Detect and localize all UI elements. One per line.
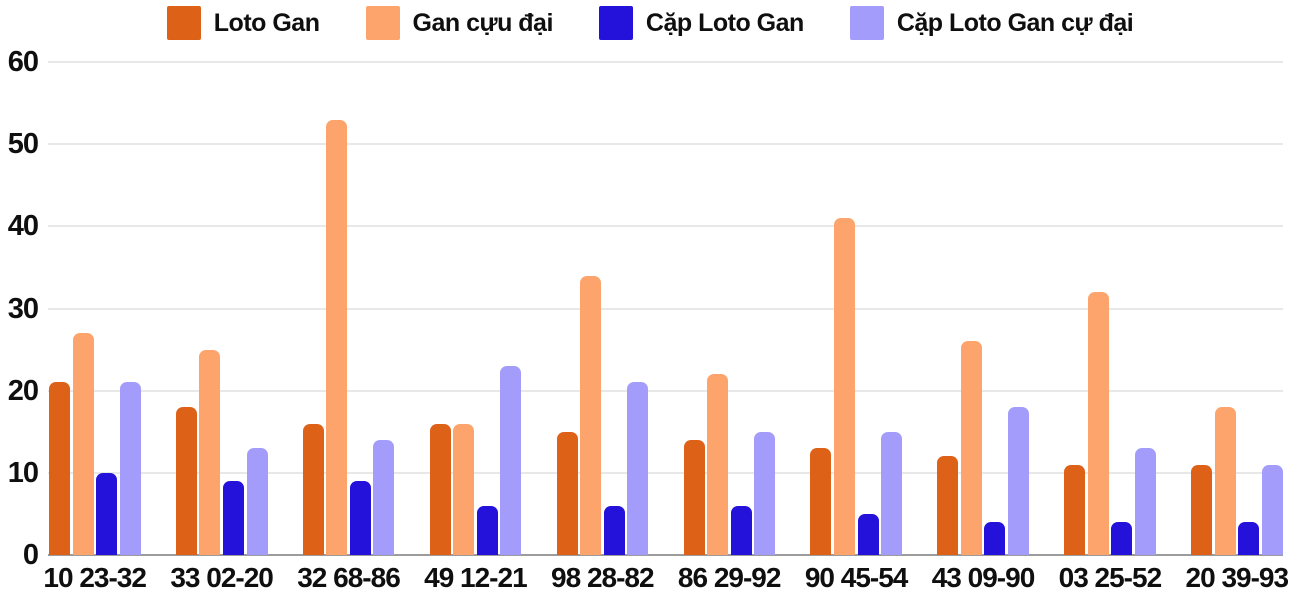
y-axis-tick-label-50: 50	[7, 128, 39, 161]
bar-cap-loto-gan-03-25-52[interactable]	[1111, 522, 1133, 555]
y-axis-tick-label-20: 20	[7, 374, 39, 407]
x-axis-category-label-98-28-82: 98 28-82	[551, 562, 655, 593]
bar-cap-loto-gan-cu-ai-86-29-92[interactable]	[754, 431, 776, 555]
bar-loto-gan-86-29-92[interactable]	[683, 439, 705, 555]
legend-label-cap-loto-gan-cu-ai: Cặp Loto Gan cự đại	[896, 8, 1134, 37]
x-axis-category-label-49-12-21: 49 12-21	[424, 562, 528, 593]
x-axis-category-label-32-68-86: 32 68-86	[297, 562, 401, 593]
gridline-50	[48, 143, 1283, 146]
bar-loto-gan-32-68-86[interactable]	[302, 423, 324, 555]
bar-loto-gan-90-45-54[interactable]	[810, 448, 832, 555]
bar-cap-loto-gan-90-45-54[interactable]	[857, 513, 879, 555]
x-axis-category-label-10-23-32: 10 23-32	[43, 562, 147, 593]
bar-cap-loto-gan-cu-ai-98-28-82[interactable]	[627, 382, 649, 555]
legend-swatch-cap-loto-gan	[598, 6, 633, 40]
x-axis-category-label-20-39-93: 20 39-93	[1185, 562, 1290, 593]
bar-loto-gan-43-09-90[interactable]	[937, 456, 959, 555]
bar-gan-cuu-ai-10-23-32[interactable]	[72, 333, 94, 555]
y-axis-tick-label-40: 40	[7, 210, 39, 243]
chart-legend: Loto Gan Gan cựu đại Cặp Loto Gan Cặp Loto …	[0, 6, 1300, 40]
x-axis-baseline	[48, 554, 1283, 556]
legend-item-loto-gan[interactable]: Loto Gan	[166, 6, 320, 40]
bar-cap-loto-gan-86-29-92[interactable]	[730, 505, 752, 555]
legend-label-cap-loto-gan: Cặp Loto Gan	[645, 8, 804, 37]
bar-cap-loto-gan-cu-ai-03-25-52[interactable]	[1134, 448, 1156, 555]
bar-gan-cuu-ai-03-25-52[interactable]	[1087, 292, 1109, 555]
legend-swatch-cap-loto-gan-cu-ai	[849, 6, 884, 40]
bar-cap-loto-gan-cu-ai-32-68-86[interactable]	[373, 439, 395, 555]
bar-loto-gan-49-12-21[interactable]	[429, 423, 451, 555]
bar-cap-loto-gan-33-02-20[interactable]	[223, 481, 244, 555]
bar-cap-loto-gan-43-09-90[interactable]	[984, 522, 1006, 555]
x-axis-category-label-90-45-54: 90 45-54	[804, 562, 909, 593]
y-axis-tick-label-0: 0	[22, 539, 39, 571]
bar-cap-loto-gan-cu-ai-49-12-21[interactable]	[500, 366, 522, 555]
bar-cap-loto-gan-20-39-93[interactable]	[1238, 522, 1260, 555]
bar-loto-gan-20-39-93[interactable]	[1191, 464, 1213, 555]
bar-cap-loto-gan-cu-ai-90-45-54[interactable]	[881, 431, 903, 555]
gridline-40	[48, 225, 1283, 228]
bar-loto-gan-98-28-82[interactable]	[556, 431, 578, 555]
bar-cap-loto-gan-32-68-86[interactable]	[349, 481, 371, 555]
gridline-60	[48, 61, 1283, 63]
bar-gan-cuu-ai-43-09-90[interactable]	[960, 341, 982, 555]
bar-cap-loto-gan-cu-ai-43-09-90[interactable]	[1007, 407, 1029, 555]
x-axis-category-label-86-29-92: 86 29-92	[677, 562, 782, 593]
bar-cap-loto-gan-cu-ai-10-23-32[interactable]	[119, 382, 141, 555]
bar-loto-gan-10-23-32[interactable]	[49, 382, 70, 555]
legend-item-gan-cuu-ai[interactable]: Gan cựu đại	[365, 6, 554, 40]
y-axis-tick-label-10: 10	[7, 456, 39, 489]
x-axis-category-label-03-25-52: 03 25-52	[1058, 562, 1163, 593]
y-axis-tick-label-60: 60	[7, 46, 39, 78]
gridline-20	[48, 389, 1283, 392]
x-axis-category-label-43-09-90: 43 09-90	[931, 562, 1036, 593]
bar-loto-gan-03-25-52[interactable]	[1064, 464, 1086, 555]
bar-gan-cuu-ai-90-45-54[interactable]	[833, 218, 855, 555]
bar-cap-loto-gan-10-23-32[interactable]	[96, 472, 118, 555]
bar-cap-loto-gan-49-12-21[interactable]	[476, 505, 498, 555]
legend-swatch-loto-gan	[166, 6, 201, 40]
gridline-10	[48, 471, 1283, 474]
legend-item-cap-loto-gan-cu-ai[interactable]: Cặp Loto Gan cự đại	[849, 6, 1134, 40]
legend-swatch-gan-cuu-ai	[365, 6, 400, 40]
gridline-30	[48, 307, 1283, 310]
bar-gan-cuu-ai-33-02-20[interactable]	[199, 349, 221, 555]
y-axis-tick-label-30: 30	[7, 292, 39, 325]
bar-gan-cuu-ai-20-39-93[interactable]	[1214, 407, 1236, 555]
legend-item-cap-loto-gan[interactable]: Cặp Loto Gan	[598, 6, 804, 40]
x-axis-category-label-33-02-20: 33 02-20	[170, 562, 274, 593]
bar-cap-loto-gan-cu-ai-33-02-20[interactable]	[246, 448, 268, 555]
legend-label-gan-cuu-ai: Gan cựu đại	[412, 8, 554, 37]
bar-gan-cuu-ai-49-12-21[interactable]	[453, 423, 475, 555]
bar-gan-cuu-ai-32-68-86[interactable]	[326, 119, 348, 555]
legend-label-loto-gan: Loto Gan	[213, 8, 320, 37]
bar-loto-gan-33-02-20[interactable]	[175, 407, 197, 555]
bar-gan-cuu-ai-98-28-82[interactable]	[580, 275, 602, 555]
bar-cap-loto-gan-cu-ai-20-39-93[interactable]	[1261, 464, 1283, 555]
bar-cap-loto-gan-98-28-82[interactable]	[603, 505, 625, 555]
bar-gan-cuu-ai-86-29-92[interactable]	[707, 374, 729, 555]
